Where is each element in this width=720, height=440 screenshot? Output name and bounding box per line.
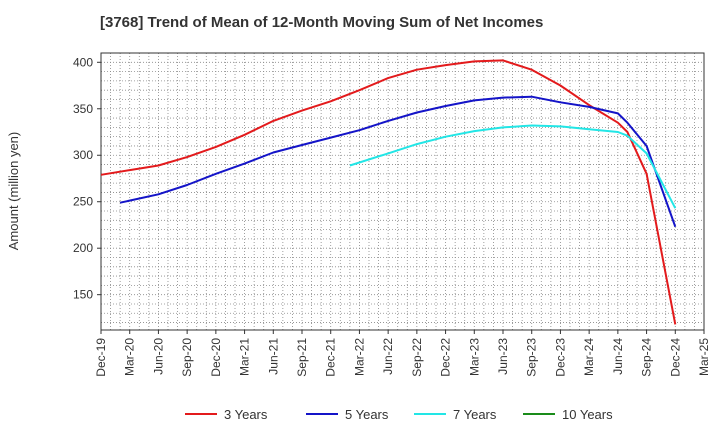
x-tick-label: Jun-20: [151, 338, 165, 375]
plot-frame: [100, 52, 705, 331]
series-line-5-years: [119, 95, 677, 228]
x-tick-label: Mar-20: [123, 338, 137, 376]
x-tick-label: Dec-21: [324, 338, 338, 377]
x-tick-label: Mar-21: [238, 338, 252, 376]
x-tick-label: Jun-21: [266, 338, 280, 375]
y-tick-label: 350: [73, 102, 93, 116]
x-tick-label: Dec-22: [439, 338, 453, 377]
x-tick-label: Jun-24: [611, 338, 625, 375]
x-tick-label: Mar-23: [467, 338, 481, 376]
x-tick-label: Dec-19: [94, 338, 108, 377]
y-axis-title: Amount (million yen): [6, 132, 21, 251]
legend-label-3-years: 3 Years: [224, 407, 268, 422]
legend-label-10-years: 10 Years: [562, 407, 613, 422]
y-tick-label: 300: [73, 148, 93, 162]
series-line-7-years: [349, 124, 677, 209]
x-tick-label: Dec-20: [209, 338, 223, 377]
x-tick-label: Mar-24: [582, 338, 596, 376]
y-tick-label: 200: [73, 241, 93, 255]
series-line-3-years: [100, 59, 677, 325]
y-tick-label: 250: [73, 195, 93, 209]
series-layer: [100, 59, 677, 325]
x-tick-label: Sep-24: [640, 338, 654, 377]
y-tick-label: 400: [73, 55, 93, 69]
x-tick-label: Sep-20: [180, 338, 194, 377]
x-tick-label: Mar-25: [697, 338, 711, 376]
legend-label-7-years: 7 Years: [453, 407, 497, 422]
grid-layer: [101, 52, 704, 330]
x-tick-label: Sep-21: [295, 338, 309, 377]
x-tick-label: Sep-23: [525, 338, 539, 377]
legend: 3 Years 5 Years 7 Years 10 Years: [185, 407, 613, 422]
x-tick-label: Mar-22: [352, 338, 366, 376]
legend-label-5-years: 5 Years: [345, 407, 389, 422]
tick-layer: 150 200 250 300 350 400 Dec-19 Mar-20 Jun-20 Sep-…: [73, 55, 711, 376]
x-tick-label: Dec-24: [668, 338, 682, 377]
x-tick-label: Dec-23: [553, 338, 567, 377]
x-tick-label: Sep-22: [410, 338, 424, 377]
chart-title: [3768] Trend of Mean of 12-Month Moving …: [100, 14, 544, 31]
y-tick-label: 150: [73, 288, 93, 302]
x-tick-label: Jun-22: [381, 338, 395, 375]
x-tick-label: Jun-23: [496, 338, 510, 375]
